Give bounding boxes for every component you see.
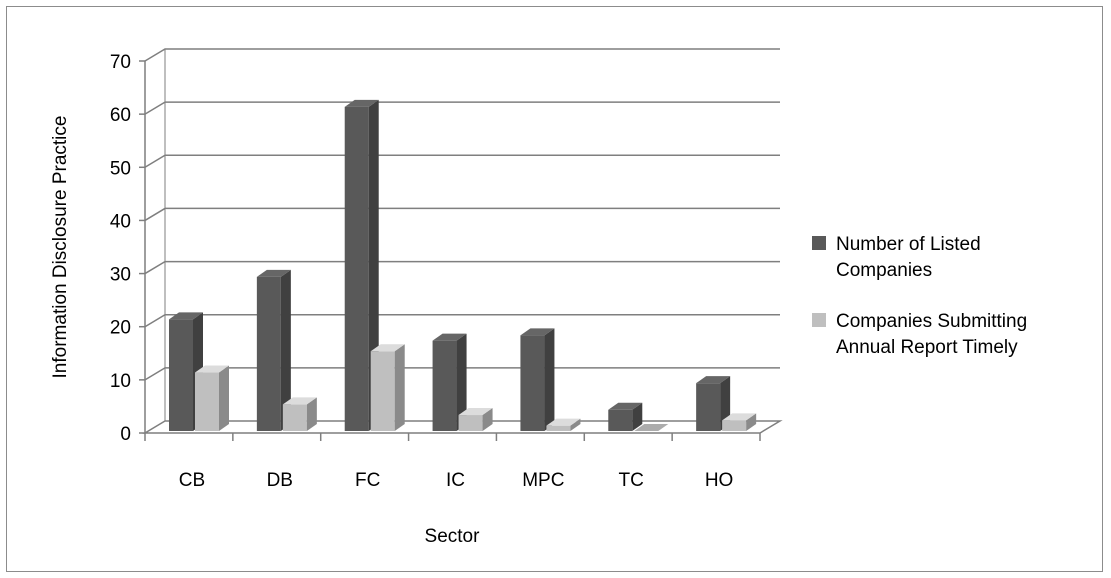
- bar-top: [546, 418, 581, 426]
- y-axis-title: Information Disclosure Practice: [50, 116, 71, 379]
- legend-label: Companies Submitting: [836, 311, 1027, 332]
- bar-top: [458, 408, 493, 416]
- x-tick-label: DB: [267, 470, 293, 491]
- bar-top: [432, 333, 467, 341]
- bar: [344, 106, 369, 431]
- bar: [696, 383, 721, 431]
- gridline: [144, 367, 780, 381]
- bar: [722, 420, 747, 431]
- x-tick-label: CB: [179, 470, 205, 491]
- gridlines: [144, 48, 780, 381]
- y-tick-label: 40: [110, 211, 131, 232]
- bar: [195, 372, 219, 431]
- bar: [608, 409, 633, 431]
- x-tick-label: HO: [705, 470, 734, 491]
- x-tick-label: MPC: [522, 470, 564, 491]
- bar-top: [370, 344, 405, 352]
- legend-label: Number of Listed: [836, 234, 981, 255]
- legend-label: Annual Report Timely: [836, 337, 1018, 358]
- bar: [432, 340, 457, 431]
- bar: [169, 319, 193, 431]
- bar-top: [608, 402, 643, 410]
- bar-side: [570, 418, 581, 431]
- y-tick-label: 60: [110, 105, 131, 126]
- y-tick-label: 30: [110, 265, 131, 286]
- x-axis-ticks: CB DB FC IC MPC TC HO: [144, 433, 761, 491]
- y-tick-label: 10: [110, 371, 131, 392]
- gridline: [144, 207, 780, 222]
- x-axis-title: Sector: [425, 526, 481, 547]
- bar-side: [482, 408, 493, 431]
- bar-top: [256, 269, 291, 277]
- gridline: [144, 260, 780, 275]
- x-tick-label: FC: [355, 470, 380, 491]
- bar-side: [746, 413, 757, 431]
- y-tick-label: 50: [110, 158, 131, 179]
- x-tick-label: IC: [446, 470, 465, 491]
- bar-top: [195, 365, 229, 373]
- y-tick-label: 20: [110, 318, 131, 339]
- bar-side: [544, 328, 555, 431]
- bar: [634, 424, 669, 431]
- bar-top: [722, 413, 757, 421]
- bar: [282, 404, 307, 431]
- bars: [169, 99, 757, 431]
- bar: [520, 335, 545, 431]
- gridline: [144, 101, 780, 115]
- x-tick-label: TC: [619, 470, 644, 491]
- chart-frame: [6, 6, 1103, 572]
- bar: [546, 425, 571, 431]
- bar-side: [456, 333, 467, 431]
- bar-top: [520, 328, 555, 336]
- gridline: [144, 48, 780, 62]
- y-tick-label: 70: [110, 52, 131, 73]
- bar-top: [344, 99, 379, 107]
- bar-top: [696, 376, 731, 384]
- bar: [256, 276, 281, 431]
- legend-label: Companies: [836, 260, 932, 281]
- bar: [370, 351, 395, 431]
- gridline: [144, 313, 780, 328]
- bar-top: [169, 312, 203, 320]
- bar-side: [632, 402, 643, 431]
- legend-swatch: [812, 313, 826, 327]
- bar-side: [394, 344, 405, 431]
- legend: Number of Listed Companies Companies Submi…: [812, 234, 1027, 358]
- y-axis-ticks: 0 10 20 30 40 50 60 70: [110, 52, 145, 445]
- bar-side: [306, 397, 317, 431]
- legend-swatch: [812, 236, 826, 250]
- bar-top: [282, 397, 317, 405]
- y-tick-label: 0: [120, 424, 131, 445]
- bar: [458, 415, 483, 431]
- gridline: [144, 154, 780, 168]
- bar-side: [219, 365, 229, 431]
- bar-side: [280, 269, 291, 431]
